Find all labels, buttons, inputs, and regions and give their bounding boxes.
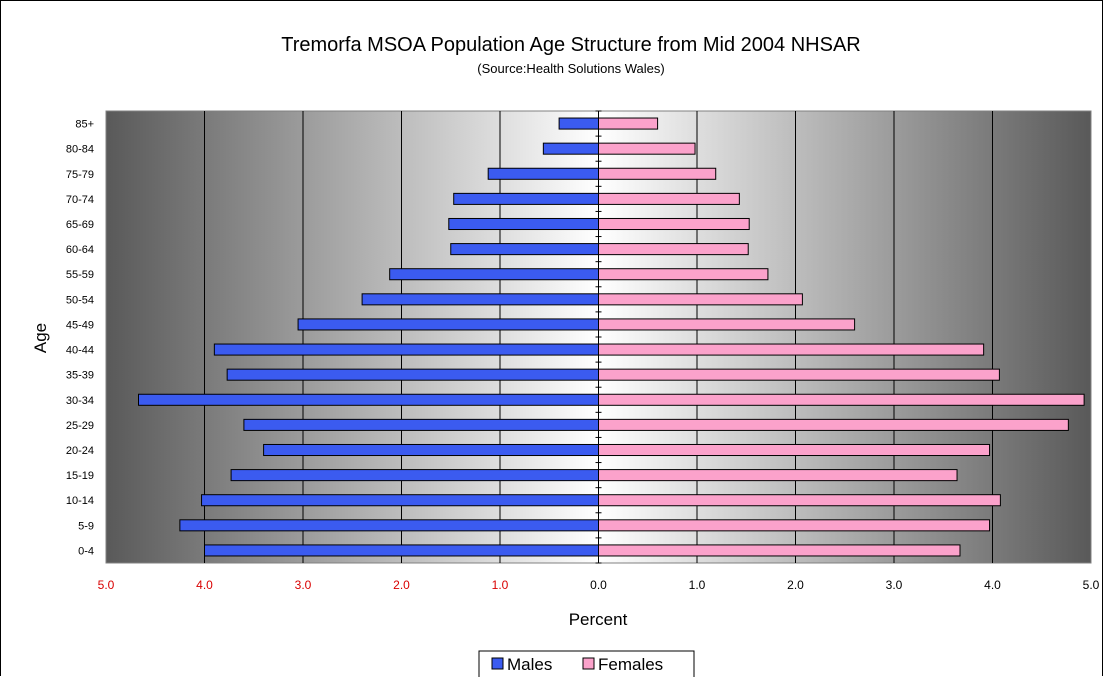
y-tick-label-80-84: 80-84 bbox=[66, 144, 94, 156]
y-tick-label-5-9: 5-9 bbox=[78, 520, 94, 532]
bar-males-80-84 bbox=[542, 142, 600, 155]
x-tick-label-10: 5.0 bbox=[1083, 578, 1100, 592]
bar-males-0-4 bbox=[204, 544, 599, 557]
y-tick-label-60-64: 60-64 bbox=[66, 244, 94, 256]
x-tick-label-4: 1.0 bbox=[492, 578, 509, 592]
x-tick-label-3: 2.0 bbox=[393, 578, 410, 592]
bar-males-25-29 bbox=[243, 418, 599, 431]
bar-females-45-49 bbox=[598, 318, 856, 331]
x-tick-label-2: 3.0 bbox=[295, 578, 312, 592]
bar-females-55-59 bbox=[598, 268, 769, 281]
legend: Males Females bbox=[478, 650, 695, 677]
x-tick-label-0: 5.0 bbox=[98, 578, 115, 592]
legend-swatch-males bbox=[491, 657, 504, 670]
bar-females-30-34 bbox=[598, 393, 1085, 406]
bar-males-35-39 bbox=[226, 368, 599, 381]
bars bbox=[138, 117, 1085, 557]
bar-females-20-24 bbox=[598, 443, 991, 457]
y-tick-label-45-49: 45-49 bbox=[66, 319, 94, 331]
legend-label-males: Males bbox=[507, 655, 552, 674]
bar-males-5-9 bbox=[179, 519, 599, 532]
x-tick-label-9: 4.0 bbox=[984, 578, 1001, 592]
bar-females-10-14 bbox=[598, 494, 1001, 507]
bar-males-40-44 bbox=[213, 343, 599, 356]
x-tick-label-1: 4.0 bbox=[196, 578, 213, 592]
bar-males-65-69 bbox=[448, 217, 599, 231]
bar-males-15-19 bbox=[230, 469, 599, 482]
x-tick-label-6: 1.0 bbox=[689, 578, 706, 592]
bar-females-80-84 bbox=[598, 142, 696, 155]
bar-males-60-64 bbox=[450, 243, 599, 256]
bar-males-85+ bbox=[558, 117, 599, 130]
bar-males-70-74 bbox=[453, 192, 599, 205]
x-tick-label-7: 2.0 bbox=[787, 578, 804, 592]
y-axis-title: Age bbox=[31, 323, 50, 353]
chart-subtitle: (Source:Health Solutions Wales) bbox=[477, 61, 664, 76]
bar-females-35-39 bbox=[598, 368, 1000, 381]
bar-females-40-44 bbox=[598, 343, 985, 356]
y-tick-label-65-69: 65-69 bbox=[66, 219, 94, 231]
bar-males-45-49 bbox=[297, 318, 599, 331]
y-tick-label-75-79: 75-79 bbox=[66, 169, 94, 181]
x-tick-label-8: 3.0 bbox=[886, 578, 903, 592]
bar-females-60-64 bbox=[598, 243, 749, 256]
y-tick-label-20-24: 20-24 bbox=[66, 445, 94, 457]
bar-females-85+ bbox=[598, 117, 659, 130]
y-tick-label-10-14: 10-14 bbox=[66, 495, 94, 507]
y-tick-label-25-29: 25-29 bbox=[66, 420, 94, 432]
bar-males-30-34 bbox=[138, 393, 599, 406]
bar-females-50-54 bbox=[598, 293, 803, 306]
bar-females-70-74 bbox=[598, 192, 740, 205]
bar-males-75-79 bbox=[487, 167, 599, 180]
legend-swatch-females bbox=[582, 657, 595, 670]
bar-males-20-24 bbox=[263, 443, 599, 457]
bar-males-10-14 bbox=[201, 494, 599, 507]
bar-females-15-19 bbox=[598, 469, 958, 482]
y-tick-label-40-44: 40-44 bbox=[66, 345, 94, 357]
y-tick-label-70-74: 70-74 bbox=[66, 194, 94, 206]
bar-females-5-9 bbox=[598, 519, 991, 532]
y-tick-label-50-54: 50-54 bbox=[66, 294, 94, 306]
y-tick-label-35-39: 35-39 bbox=[66, 370, 94, 382]
bar-females-0-4 bbox=[598, 544, 961, 557]
axes: 0-4 5-9 10-14 15-19 20-24 25-29 30-34 35-39 40-4… bbox=[66, 110, 1100, 592]
y-tick-label-30-34: 30-34 bbox=[66, 395, 94, 407]
y-tick-label-85+: 85+ bbox=[75, 119, 94, 131]
x-tick-label-5: 0.0 bbox=[590, 578, 607, 592]
y-tick-label-15-19: 15-19 bbox=[66, 470, 94, 482]
bar-females-75-79 bbox=[598, 167, 717, 180]
bar-males-55-59 bbox=[389, 268, 599, 281]
gridlines bbox=[204, 111, 993, 563]
x-axis-title: Percent bbox=[569, 610, 628, 629]
y-tick-label-55-59: 55-59 bbox=[66, 269, 94, 281]
bar-females-25-29 bbox=[598, 418, 1069, 431]
y-tick-label-0-4: 0-4 bbox=[78, 545, 94, 557]
bar-males-50-54 bbox=[361, 293, 599, 306]
bar-females-65-69 bbox=[598, 217, 750, 231]
legend-label-females: Females bbox=[598, 655, 663, 674]
chart-title: Tremorfa MSOA Population Age Structure f… bbox=[281, 34, 861, 56]
